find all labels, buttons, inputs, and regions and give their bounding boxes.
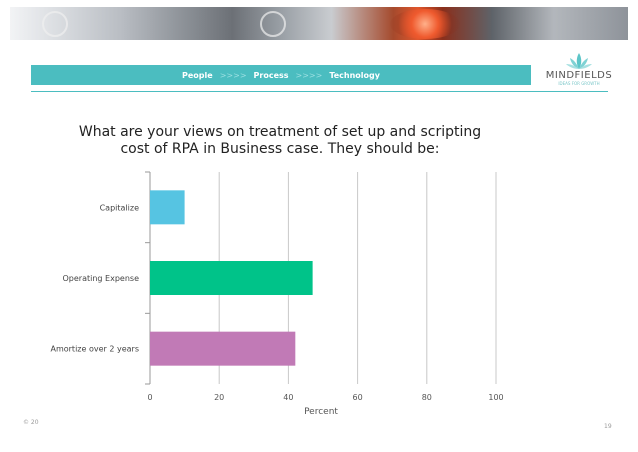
company-logo: MINDFIELDS IDEAS FOR GROWTH — [538, 52, 620, 90]
nav-bar: People >>>> Process >>>> Technology — [31, 65, 531, 85]
header-banner-image — [10, 7, 628, 40]
x-tick-label: 40 — [283, 393, 293, 402]
logo-wordmark: MINDFIELDS — [545, 70, 613, 81]
nav-item-people: People — [182, 70, 213, 80]
x-tick-label: 80 — [422, 393, 432, 402]
category-label: Capitalize — [100, 203, 139, 212]
lotus-icon — [566, 53, 592, 69]
banner-gear-shape — [260, 11, 286, 37]
x-axis-label: Percent — [304, 407, 338, 417]
chart-title: What are your views on treatment of set … — [70, 124, 490, 158]
nav-item-technology: Technology — [329, 70, 380, 80]
nav-separator: >>>> — [219, 70, 247, 80]
bar — [150, 190, 185, 225]
header-divider — [31, 91, 608, 92]
x-tick-label: 20 — [214, 393, 224, 402]
bar — [150, 261, 313, 295]
logo-tagline: IDEAS FOR GROWTH — [558, 81, 600, 86]
chart-title-line: cost of RPA in Business case. They shoul… — [120, 141, 440, 157]
x-tick-label: 100 — [488, 393, 503, 402]
x-tick-label: 0 — [147, 393, 152, 402]
nav-separator: >>>> — [295, 70, 323, 80]
copyright-text: © 20 — [23, 419, 39, 426]
bar — [150, 331, 296, 366]
banner-gear-shape — [42, 11, 68, 37]
chart-title-line: What are your views on treatment of set … — [78, 124, 482, 140]
category-label: Operating Expense — [63, 274, 140, 283]
nav-item-process: Process — [253, 70, 289, 80]
category-label: Amortize over 2 years — [50, 345, 139, 354]
banner-glow-shape — [390, 9, 460, 39]
page-number: 19 — [604, 423, 612, 430]
x-tick-label: 60 — [353, 393, 363, 402]
